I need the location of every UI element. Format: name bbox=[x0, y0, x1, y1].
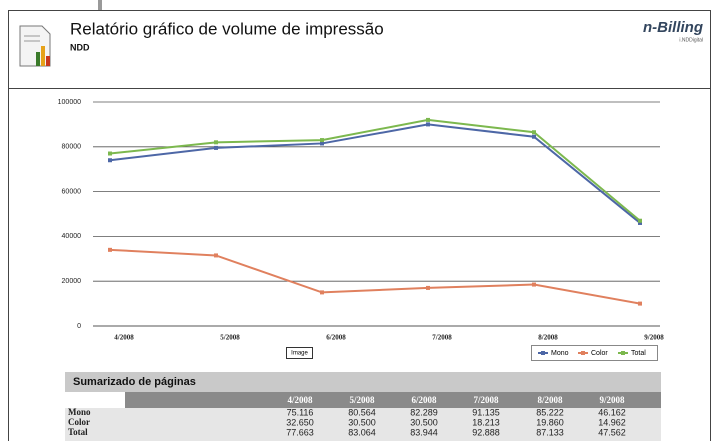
cell: 77.663 bbox=[286, 427, 314, 437]
point bbox=[320, 141, 324, 146]
legend-box bbox=[531, 345, 658, 361]
y-tick-label: 20000 bbox=[62, 278, 82, 285]
cell: 91.135 bbox=[472, 407, 500, 417]
y-tick-label: 60000 bbox=[62, 188, 82, 195]
column-header: 8/2008 bbox=[537, 395, 563, 405]
cell: 87.133 bbox=[536, 427, 564, 437]
point bbox=[426, 122, 430, 127]
point bbox=[638, 220, 642, 225]
cell: 83.064 bbox=[348, 427, 376, 437]
y-tick-label: 80000 bbox=[62, 144, 82, 151]
scroll-marker bbox=[98, 0, 102, 10]
cell: 14.962 bbox=[598, 417, 626, 427]
x-tick-label: 9/2008 bbox=[644, 334, 664, 342]
cell: 75.116 bbox=[287, 407, 314, 417]
cell: 85.222 bbox=[536, 407, 564, 417]
cell: 19.860 bbox=[536, 417, 564, 427]
series-line bbox=[109, 118, 641, 222]
report-title: Relatório gráfico de volume de impressão bbox=[70, 19, 384, 38]
y-tick-label: 100000 bbox=[58, 99, 81, 106]
table-title-bg bbox=[65, 372, 661, 392]
cell: 30.500 bbox=[348, 417, 376, 427]
report-icon bbox=[19, 25, 51, 67]
row-label: Mono bbox=[68, 407, 91, 417]
column-header: 5/2008 bbox=[349, 395, 375, 405]
chart: 0 20000 40000 60000 80000 100000 4/2008 5/2008 6… bbox=[58, 99, 664, 361]
row-label: Total bbox=[68, 427, 88, 437]
point bbox=[214, 145, 218, 150]
point bbox=[426, 285, 430, 290]
table-title: Sumarizado de páginas bbox=[73, 376, 196, 388]
legend-label: Total bbox=[631, 350, 646, 357]
x-tick-label: 5/2008 bbox=[220, 334, 240, 342]
cell: 18.213 bbox=[472, 417, 500, 427]
cell: 30.500 bbox=[410, 417, 438, 427]
image-box bbox=[286, 347, 313, 359]
cell: 47.562 bbox=[598, 427, 626, 437]
point bbox=[532, 130, 536, 135]
point bbox=[320, 138, 324, 143]
column-header: 9/2008 bbox=[599, 395, 625, 405]
point bbox=[532, 134, 536, 139]
x-tick-label: 4/2008 bbox=[114, 334, 134, 342]
table-body-bg bbox=[65, 408, 661, 441]
legend-marker bbox=[621, 351, 625, 355]
header-box bbox=[8, 10, 711, 89]
cell: 83.944 bbox=[410, 427, 438, 437]
legend-marker bbox=[581, 351, 585, 355]
cell: 92.888 bbox=[472, 427, 500, 437]
point bbox=[638, 218, 642, 223]
x-tick-label: 6/2008 bbox=[326, 334, 346, 342]
column-header: 7/2008 bbox=[473, 395, 499, 405]
summary-table: Sumarizado de páginas 4/2008 5/2008 6/2008 7… bbox=[65, 372, 661, 441]
cell: 32.650 bbox=[286, 417, 314, 427]
series-line bbox=[109, 248, 641, 305]
column-header: 4/2008 bbox=[287, 395, 313, 405]
point bbox=[426, 117, 430, 122]
point bbox=[108, 247, 112, 252]
point bbox=[108, 158, 112, 163]
image-label: Image bbox=[291, 351, 308, 357]
logo-sub: i.NDDigital bbox=[679, 37, 703, 43]
point bbox=[214, 140, 218, 145]
point bbox=[532, 282, 536, 287]
cell: 46.162 bbox=[598, 407, 626, 417]
report-subtitle: NDD bbox=[70, 42, 90, 52]
column-header: 6/2008 bbox=[411, 395, 437, 405]
x-tick-label: 7/2008 bbox=[432, 334, 452, 342]
y-tick-label: 40000 bbox=[62, 233, 82, 240]
legend-marker bbox=[541, 351, 545, 355]
y-tick-label: 0 bbox=[77, 323, 81, 330]
point bbox=[108, 151, 112, 156]
legend-label: Color bbox=[591, 350, 608, 357]
point bbox=[214, 253, 218, 258]
point bbox=[638, 301, 642, 306]
cell: 80.564 bbox=[348, 407, 376, 417]
x-tick-label: 8/2008 bbox=[538, 334, 558, 342]
table-header-bg bbox=[125, 392, 661, 408]
logo: n-Billing bbox=[643, 19, 703, 36]
cell: 82.289 bbox=[410, 407, 438, 417]
series-line bbox=[109, 123, 641, 224]
row-label: Color bbox=[68, 417, 90, 427]
legend-label: Mono bbox=[551, 350, 569, 357]
point bbox=[320, 290, 324, 295]
